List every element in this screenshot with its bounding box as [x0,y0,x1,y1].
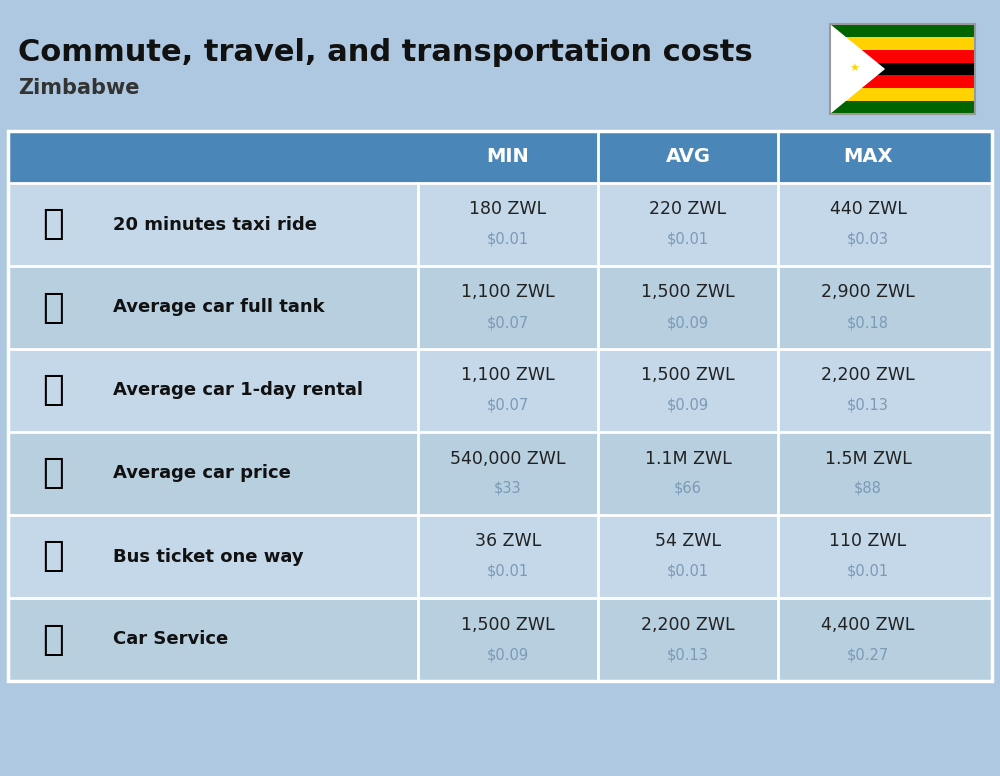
Text: 1,100 ZWL: 1,100 ZWL [461,283,555,302]
Text: $33: $33 [494,481,522,496]
Text: Average car 1-day rental: Average car 1-day rental [113,382,363,400]
Text: 🚌: 🚌 [42,539,64,573]
Text: $0.09: $0.09 [487,647,529,662]
Text: $0.27: $0.27 [847,647,889,662]
Text: 2,200 ZWL: 2,200 ZWL [821,366,915,384]
FancyBboxPatch shape [8,266,992,349]
Text: 🛠: 🛠 [42,622,64,656]
Text: ⛽: ⛽ [42,290,64,324]
FancyBboxPatch shape [8,183,992,266]
Text: 2,200 ZWL: 2,200 ZWL [641,615,735,633]
Text: $0.13: $0.13 [667,647,709,662]
Text: 1.1M ZWL: 1.1M ZWL [645,449,731,467]
Text: $0.03: $0.03 [847,232,889,247]
Text: $0.01: $0.01 [487,564,529,579]
FancyBboxPatch shape [8,131,992,183]
FancyBboxPatch shape [8,598,992,681]
Text: 540,000 ZWL: 540,000 ZWL [450,449,566,467]
Text: 1,500 ZWL: 1,500 ZWL [461,615,555,633]
FancyBboxPatch shape [830,50,975,63]
Text: $0.07: $0.07 [487,315,529,330]
Text: 36 ZWL: 36 ZWL [475,532,541,550]
Text: $0.13: $0.13 [847,398,889,413]
Text: Commute, travel, and transportation costs: Commute, travel, and transportation cost… [18,38,753,67]
Text: $0.01: $0.01 [667,232,709,247]
Text: $0.01: $0.01 [847,564,889,579]
Text: AVG: AVG [666,147,710,167]
Text: 180 ZWL: 180 ZWL [469,200,547,219]
Text: 20 minutes taxi ride: 20 minutes taxi ride [113,216,317,234]
Text: 🚗: 🚗 [42,456,64,490]
Text: 1.5M ZWL: 1.5M ZWL [825,449,911,467]
Text: MAX: MAX [843,147,893,167]
Text: $0.18: $0.18 [847,315,889,330]
Text: Zimbabwe: Zimbabwe [18,78,140,98]
FancyBboxPatch shape [830,88,975,101]
Text: $0.09: $0.09 [667,398,709,413]
Text: 440 ZWL: 440 ZWL [830,200,906,219]
Text: 1,100 ZWL: 1,100 ZWL [461,366,555,384]
FancyBboxPatch shape [830,36,975,50]
FancyBboxPatch shape [8,432,992,515]
Text: 🚙: 🚙 [42,373,64,407]
FancyBboxPatch shape [8,515,992,598]
Text: $0.01: $0.01 [487,232,529,247]
Text: Car Service: Car Service [113,630,228,649]
Text: 4,400 ZWL: 4,400 ZWL [821,615,915,633]
Text: 🚕: 🚕 [42,207,64,241]
Text: $0.09: $0.09 [667,315,709,330]
Text: $0.01: $0.01 [667,564,709,579]
Text: 1,500 ZWL: 1,500 ZWL [641,366,735,384]
Text: 54 ZWL: 54 ZWL [655,532,721,550]
Text: 220 ZWL: 220 ZWL [649,200,727,219]
FancyBboxPatch shape [830,75,975,88]
FancyBboxPatch shape [830,63,975,75]
Text: Average car price: Average car price [113,465,291,483]
Polygon shape [830,24,885,114]
Text: MIN: MIN [487,147,529,167]
Text: $88: $88 [854,481,882,496]
Text: Bus ticket one way: Bus ticket one way [113,548,304,566]
Text: ★: ★ [850,64,860,74]
Text: Average car full tank: Average car full tank [113,299,325,317]
FancyBboxPatch shape [830,101,975,114]
FancyBboxPatch shape [830,24,975,36]
Text: 1,500 ZWL: 1,500 ZWL [641,283,735,302]
Text: $0.07: $0.07 [487,398,529,413]
Text: $66: $66 [674,481,702,496]
FancyBboxPatch shape [8,349,992,432]
Text: 2,900 ZWL: 2,900 ZWL [821,283,915,302]
Text: 110 ZWL: 110 ZWL [829,532,907,550]
